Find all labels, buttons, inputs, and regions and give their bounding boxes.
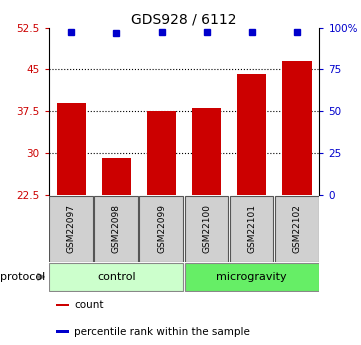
Text: GSM22100: GSM22100 [202,204,211,253]
Bar [49,263,183,291]
Bar [282,61,312,195]
Bar [275,196,318,262]
Bar [56,330,69,333]
Text: percentile rank within the sample: percentile rank within the sample [74,327,250,337]
Bar [94,196,138,262]
Title: GDS928 / 6112: GDS928 / 6112 [131,12,237,27]
Bar [184,196,228,262]
Text: protocol: protocol [0,272,45,282]
Bar [102,158,131,195]
Bar [230,196,274,262]
Bar [57,103,86,195]
Bar [237,74,266,195]
Text: count: count [74,300,104,310]
Bar [147,111,176,195]
Text: GSM22098: GSM22098 [112,204,121,253]
Text: GSM22099: GSM22099 [157,204,166,253]
Bar [192,108,221,195]
Text: GSM22101: GSM22101 [247,204,256,253]
Text: GSM22102: GSM22102 [292,204,301,253]
Bar [56,304,69,306]
Text: microgravity: microgravity [217,272,287,282]
Bar [184,263,318,291]
Text: control: control [97,272,136,282]
Text: GSM22097: GSM22097 [67,204,76,253]
Bar [139,196,183,262]
Bar [49,196,93,262]
